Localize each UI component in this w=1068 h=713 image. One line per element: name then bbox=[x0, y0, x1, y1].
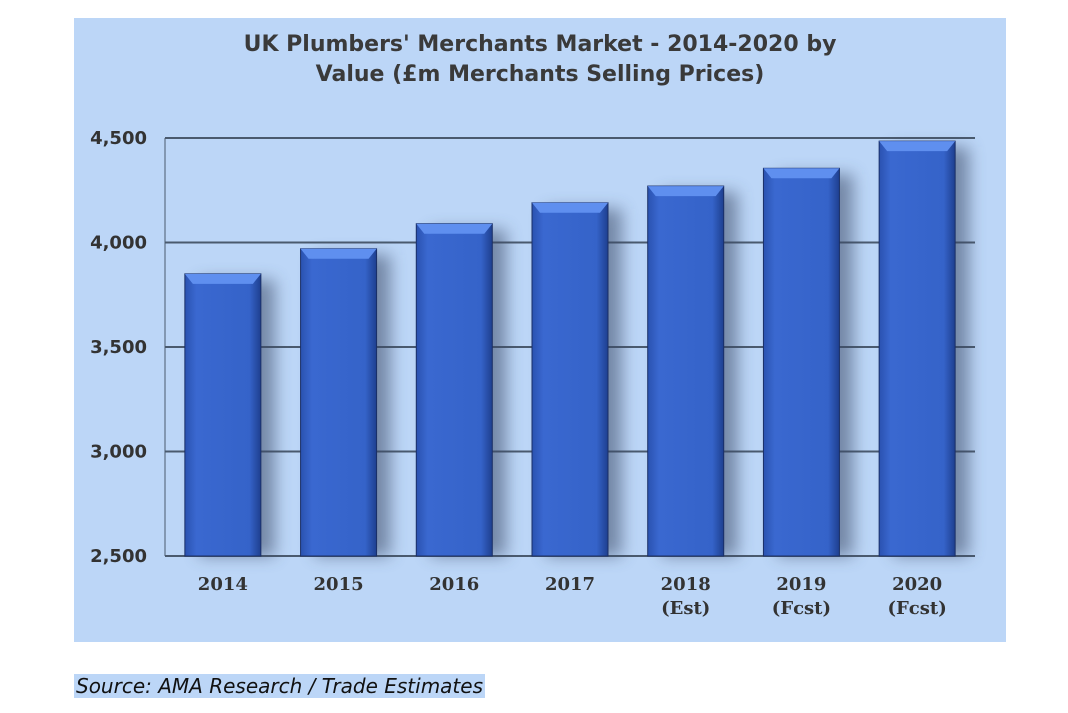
bar bbox=[300, 248, 378, 557]
bar bbox=[762, 167, 840, 557]
x-tick-label: (Fcst) bbox=[888, 598, 947, 619]
bar-bevel bbox=[879, 141, 956, 152]
chart-title-line-2: Value (£m Merchants Selling Prices) bbox=[315, 62, 765, 87]
bar bbox=[415, 223, 493, 557]
x-tick-label: 2019 bbox=[776, 574, 826, 595]
bar-bevel bbox=[300, 248, 377, 259]
bar-bevel bbox=[416, 223, 493, 234]
bar bbox=[531, 202, 609, 557]
x-tick-label: 2015 bbox=[314, 574, 364, 595]
bar bbox=[878, 140, 956, 557]
x-tick-label: (Fcst) bbox=[772, 598, 831, 619]
x-tick-label: 2016 bbox=[429, 574, 479, 595]
bar-bevel bbox=[184, 273, 261, 284]
bar bbox=[647, 185, 725, 557]
chart-title-line-1: UK Plumbers' Merchants Market - 2014-202… bbox=[243, 32, 837, 57]
source-note: Source: AMA Research / Trade Estimates bbox=[74, 674, 485, 698]
bar-bevel bbox=[763, 168, 840, 179]
y-tick-label: 4,000 bbox=[90, 233, 147, 254]
x-tick-label: (Est) bbox=[661, 598, 710, 619]
x-tick-label: 2018 bbox=[661, 574, 711, 595]
bar-bevel bbox=[647, 186, 724, 197]
y-tick-label: 4,500 bbox=[90, 128, 147, 149]
x-tick-label: 2020 bbox=[892, 574, 942, 595]
bar bbox=[184, 273, 262, 557]
chart-title: UK Plumbers' Merchants Market - 2014-202… bbox=[74, 30, 1006, 90]
x-tick-label: 2017 bbox=[545, 574, 595, 595]
x-tick-label: 2014 bbox=[198, 574, 248, 595]
y-tick-label: 2,500 bbox=[90, 546, 147, 567]
y-tick-label: 3,500 bbox=[90, 337, 147, 358]
y-tick-label: 3,000 bbox=[90, 442, 147, 463]
bar-bevel bbox=[532, 202, 608, 213]
